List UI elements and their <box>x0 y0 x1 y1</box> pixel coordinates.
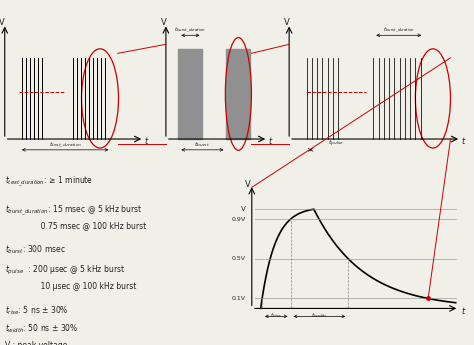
Text: V: V <box>0 18 5 27</box>
Text: 0.5V: 0.5V <box>232 256 246 261</box>
Text: t: t <box>269 137 272 146</box>
Text: $t_{burst}$: 300 msec: $t_{burst}$: 300 msec <box>5 243 65 256</box>
Text: t: t <box>462 137 465 146</box>
Text: V: V <box>161 18 166 27</box>
Text: 10 μsec @ 100 kHz burst: 10 μsec @ 100 kHz burst <box>5 282 136 291</box>
Text: $t_{rise}$: 5 ns ± 30%: $t_{rise}$: 5 ns ± 30% <box>5 304 68 317</box>
Text: t: t <box>461 307 464 316</box>
Text: $t_{burst}$: $t_{burst}$ <box>194 140 210 149</box>
Text: V: V <box>241 206 246 212</box>
Text: t: t <box>145 137 148 146</box>
Text: $t_{pulse}$  : 200 μsec @ 5 kHz burst: $t_{pulse}$ : 200 μsec @ 5 kHz burst <box>5 264 125 277</box>
Text: V: V <box>284 18 290 27</box>
Text: $t_{rise}$: $t_{rise}$ <box>270 312 283 320</box>
Text: 0.75 msec @ 100 kHz burst: 0.75 msec @ 100 kHz burst <box>5 221 146 230</box>
Text: $t_{pulse}$: $t_{pulse}$ <box>328 139 344 149</box>
Text: V : peak voltage: V : peak voltage <box>5 341 67 345</box>
Text: $t_{test\_duration}$: ≥ 1 minute: $t_{test\_duration}$: ≥ 1 minute <box>5 174 93 189</box>
Text: 0.1V: 0.1V <box>232 296 246 301</box>
Text: 0.9V: 0.9V <box>231 217 246 221</box>
Text: $t_{width}$: $t_{width}$ <box>311 312 328 320</box>
Text: $t_{test\_duration}$: $t_{test\_duration}$ <box>49 140 82 149</box>
Text: $t_{burst\_duration}$: $t_{burst\_duration}$ <box>383 26 415 34</box>
Text: $t_{burst\_duration}$: 15 msec @ 5 kHz burst: $t_{burst\_duration}$: 15 msec @ 5 kHz b… <box>5 204 142 218</box>
Text: $t_{width}$: 50 ns ± 30%: $t_{width}$: 50 ns ± 30% <box>5 323 78 335</box>
Text: $t_{burst\_duration}$: $t_{burst\_duration}$ <box>174 26 206 34</box>
Text: V: V <box>245 180 250 189</box>
